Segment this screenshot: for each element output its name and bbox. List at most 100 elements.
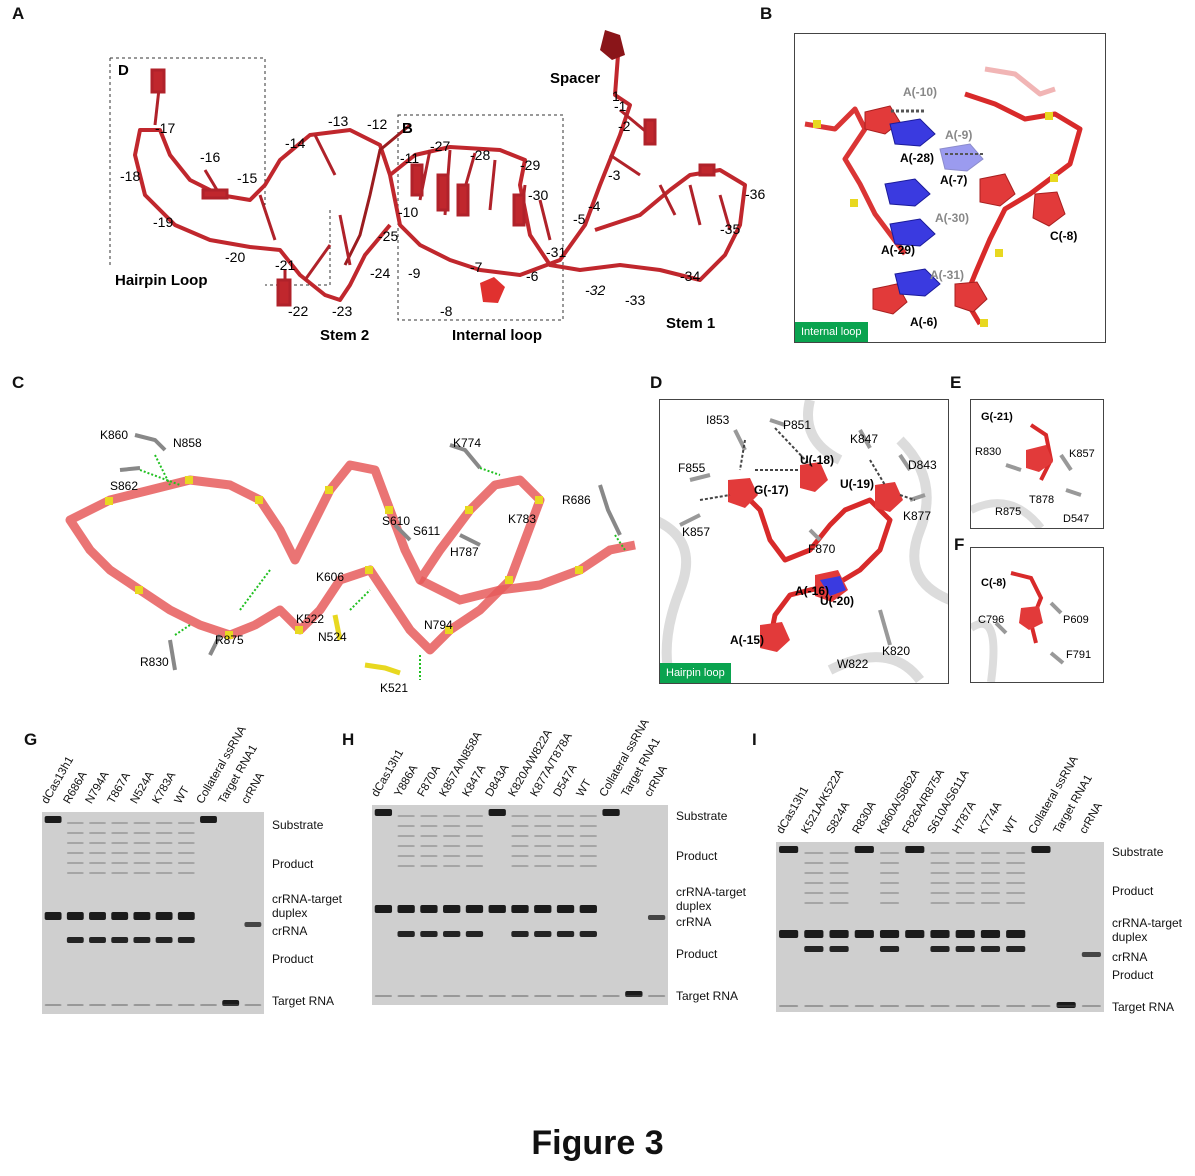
gel-band	[829, 882, 849, 884]
gel-band	[647, 995, 666, 997]
residue-label: K820	[882, 644, 910, 658]
gel-band	[579, 855, 597, 857]
gel-band	[66, 937, 84, 943]
gel-band	[111, 1004, 129, 1006]
gel-band	[980, 902, 1001, 904]
gel-band	[930, 852, 950, 854]
nt-label: -20	[225, 249, 245, 265]
nt-label: -3	[608, 167, 621, 183]
gel-band	[829, 902, 849, 904]
panel-f-image: C(-8) C796 P609 F791	[970, 547, 1104, 683]
gel-band	[66, 912, 84, 920]
nt-label: -31	[546, 244, 566, 260]
nt-label: -2	[618, 118, 631, 134]
gel-band	[1006, 930, 1026, 938]
gel-band	[980, 852, 1001, 854]
nt-label: -10	[398, 204, 418, 220]
gel-band	[177, 852, 195, 854]
gel-band	[465, 865, 484, 867]
gel-band	[556, 931, 575, 937]
gel-band	[488, 995, 506, 997]
gel-g-bands	[44, 816, 262, 1006]
region-label-hairpin-loop: Hairpin Loop	[115, 272, 208, 289]
gel-band	[66, 872, 84, 874]
gel-band	[397, 855, 415, 857]
nt-label: -27	[430, 138, 450, 154]
gel-band	[133, 937, 151, 943]
residue-label: H787	[450, 545, 479, 559]
gel-band	[111, 872, 129, 874]
gel-band	[647, 915, 666, 920]
gel-band	[905, 1005, 925, 1007]
nt-label: -1	[614, 98, 627, 114]
gel-band	[511, 865, 529, 867]
gel-band	[397, 905, 415, 913]
gel-band	[955, 852, 975, 854]
residue-label: N858	[173, 436, 202, 450]
residue-label: R875	[995, 506, 1021, 518]
gel-band	[879, 1005, 900, 1007]
gel-band	[930, 902, 950, 904]
residue-label: K860	[100, 428, 128, 442]
residue-label: A(-15)	[730, 633, 764, 647]
gel-band	[1006, 946, 1026, 952]
gel-band	[556, 825, 575, 827]
gel-band	[980, 882, 1001, 884]
residue-label: P609	[1063, 614, 1089, 626]
gel-band	[534, 835, 552, 837]
residue-label: A(-9)	[945, 128, 972, 142]
gel-band	[177, 1004, 195, 1006]
gel-band	[397, 825, 415, 827]
gel-band	[1056, 1005, 1076, 1007]
gel-band	[602, 995, 620, 997]
gel-band	[779, 930, 799, 938]
gel-band	[420, 815, 438, 817]
lane-label: WT	[172, 784, 192, 806]
figure-title: Figure 3	[531, 1124, 664, 1162]
residue-label: U(-18)	[800, 453, 834, 467]
gel-band	[556, 855, 575, 857]
gel-band	[465, 845, 484, 847]
gel-band	[879, 902, 900, 904]
gel-annotation: Substrate	[676, 809, 728, 823]
gel-band	[879, 892, 900, 894]
gel-band	[89, 852, 106, 854]
gel-band	[44, 912, 62, 920]
gel-band	[804, 862, 824, 864]
gel-band	[420, 825, 438, 827]
residue-label: F870	[808, 542, 836, 556]
gel-band	[133, 862, 151, 864]
gel-band	[89, 832, 106, 834]
gel-band	[177, 912, 195, 920]
gel-annotation: Substrate	[272, 818, 324, 832]
gel-band	[579, 995, 597, 997]
gel-band	[955, 902, 975, 904]
nt-label: -25	[378, 228, 398, 244]
gel-band	[66, 822, 84, 824]
gel-band	[1006, 862, 1026, 864]
gel-band	[804, 852, 824, 854]
gel-band	[155, 842, 173, 844]
gel-band	[1081, 1005, 1101, 1007]
crossing-strand	[343, 123, 411, 266]
residue-label: T878	[1029, 494, 1054, 506]
gel-band	[804, 872, 824, 874]
residue-label: A(-6)	[910, 315, 937, 329]
hairpin-loop-structure: I853 P851 K847 F855 U(-18) U(-19) D843 G…	[660, 400, 948, 683]
gel-band	[1081, 952, 1101, 957]
gel-band	[111, 822, 129, 824]
gel-band	[133, 912, 151, 920]
gel-band	[534, 855, 552, 857]
residue-label: A(-10)	[903, 85, 937, 99]
gel-band	[420, 931, 438, 937]
nt-label: -12	[367, 116, 387, 132]
gel-band	[511, 905, 529, 913]
gel-band	[397, 995, 415, 997]
gel-band	[420, 835, 438, 837]
residue-label: C796	[978, 614, 1004, 626]
gel-band	[980, 930, 1001, 938]
residue-label: I853	[706, 413, 730, 427]
gel-band	[804, 1005, 824, 1007]
gel-band	[511, 995, 529, 997]
panel-c-interface: K860 N858 S862 K774 R686 S610 S611 K783 …	[65, 428, 636, 695]
